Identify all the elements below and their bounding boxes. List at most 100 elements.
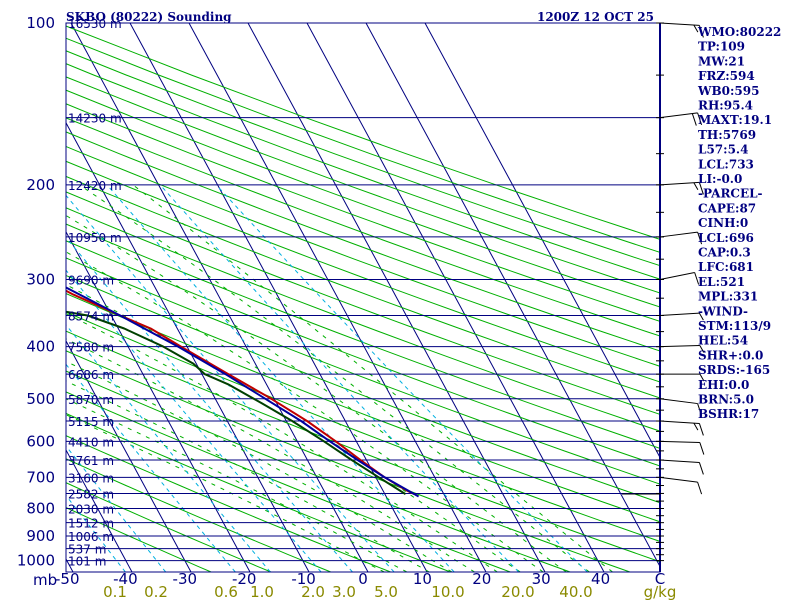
dry-adiabat-line: [66, 412, 451, 572]
temperature-tick-label: 40: [591, 570, 610, 588]
height-label: 14230 m: [68, 112, 122, 126]
index-label: EHI:0.0: [698, 378, 749, 392]
isotherm-line: [0, 23, 14, 572]
dry-adiabat-line: [66, 435, 391, 572]
pressure-label: 200: [26, 176, 55, 194]
index-label: LCL:733: [698, 157, 754, 171]
temperature-tick-label: 30: [532, 570, 551, 588]
wind-barb-flag: [699, 442, 705, 455]
mixing-ratio-line: [66, 236, 353, 572]
index-label: -PARCEL-: [698, 187, 763, 201]
height-label: 7580 m: [68, 341, 114, 355]
temperature-tick-label: -30: [173, 570, 198, 588]
temperature-tick-label: 10: [413, 570, 432, 588]
chart-labels: SKBO (80222) Sounding 1200Z 12 OCT 25 10…: [17, 10, 782, 600]
index-label: RH:95.4: [698, 99, 753, 113]
background-grid: [0, 23, 660, 572]
isotherm-line: [66, 448, 133, 572]
wind-barb-staff: [659, 344, 700, 348]
dry-adiabat-line: [66, 507, 212, 572]
wind-barb: [659, 181, 704, 195]
wind-barb-staff: [659, 420, 700, 424]
wind-barb: [659, 459, 704, 475]
mixing-ratio-line: [66, 363, 236, 572]
index-label: LCL:696: [698, 231, 754, 245]
temperature-tick-label: -20: [232, 570, 257, 588]
mixing-ratio-line: [106, 184, 455, 572]
height-label: 4410 m: [68, 435, 114, 449]
wind-barb-flag: [698, 182, 704, 195]
height-label: 5870 m: [68, 393, 114, 407]
height-label: 5115 m: [68, 415, 114, 429]
wind-barb: [659, 231, 703, 245]
wind-barb-staff: [659, 312, 700, 316]
height-label: 12420 m: [68, 179, 122, 193]
isotherm-line: [188, 23, 487, 572]
wind-barb-flag: [698, 25, 704, 38]
wind-barb-staff: [659, 22, 700, 26]
wind-barb: [659, 22, 704, 38]
wind-barb-flag: [691, 113, 697, 126]
mixing-ratio-label: 0.6: [214, 583, 238, 600]
mixing-ratio-line: [215, 184, 588, 572]
dry-adiabat-line: [66, 257, 660, 485]
wind-barb: [659, 272, 700, 285]
temperature-tick-label: 20: [472, 570, 491, 588]
wind-barb-staff: [659, 459, 700, 463]
mixing-ratio-label: 2.0: [301, 583, 325, 600]
dry-adiabat-line: [66, 482, 272, 572]
temperature-tick-label: -10: [291, 570, 316, 588]
mixing-ratio-label: 3.0: [332, 583, 356, 600]
index-label: L57:5.4: [698, 143, 748, 157]
moist-adiabat-line: [66, 414, 385, 572]
dry-adiabat-line: [66, 76, 660, 294]
index-label: -WIND-: [698, 304, 748, 318]
wind-barb-flag: [698, 312, 704, 321]
index-label: TH:5769: [698, 128, 756, 142]
index-label: MPL:331: [698, 290, 758, 304]
wind-barb-flag: [698, 423, 704, 436]
isotherm-line: [66, 558, 74, 572]
dry-adiabat-line: [66, 117, 660, 337]
dry-adiabat-line: [66, 240, 660, 467]
dry-adiabat-line: [66, 223, 660, 449]
isotherm-line: [424, 23, 660, 459]
isotherm-line: [70, 23, 369, 572]
dry-adiabat-line: [66, 37, 660, 253]
moist-adiabat-line: [66, 251, 544, 572]
height-label: 2030 m: [68, 503, 114, 517]
dry-adiabat-line: [66, 207, 660, 432]
moist-adiabat-line: [66, 214, 567, 572]
height-label: 8574 m: [68, 309, 114, 323]
mixing-ratio-label: g/kg: [644, 583, 677, 600]
mixing-ratio-line: [66, 445, 167, 572]
dry-adiabat-line: [66, 145, 660, 367]
isotherm-line: [129, 23, 428, 572]
dry-adiabat-line: [66, 191, 660, 415]
trace-parcel: [66, 286, 420, 498]
wind-barb-flag: [698, 462, 704, 475]
pressure-label: 1000: [17, 552, 55, 570]
wind-barb-flag: [697, 403, 703, 416]
isotherm-line: [247, 23, 546, 572]
index-label: SRDS:-165: [698, 363, 770, 377]
dry-adiabat-line: [66, 311, 660, 542]
index-label: SHR+:0.0: [698, 348, 763, 362]
mixing-ratio-label: 10.0: [431, 583, 464, 600]
moist-adiabat-line: [66, 360, 453, 572]
wind-barb-flag: [697, 231, 703, 245]
height-label: 3160 m: [68, 471, 114, 485]
index-label: EL:521: [698, 275, 745, 289]
dry-adiabat-line: [66, 131, 660, 352]
isotherm-line: [66, 230, 251, 572]
wind-barb-flag: [693, 422, 699, 431]
plot-frame: [65, 22, 664, 573]
wind-barb: [659, 112, 703, 126]
pressure-label: 500: [26, 390, 55, 408]
pressure-label: 700: [26, 468, 55, 486]
height-label: 537 m: [68, 543, 106, 557]
wind-barb-flag: [699, 345, 705, 353]
mixing-ratio-line: [66, 494, 126, 572]
height-label: 16530 m: [68, 17, 122, 31]
temperature-tick-label: C: [655, 570, 665, 588]
